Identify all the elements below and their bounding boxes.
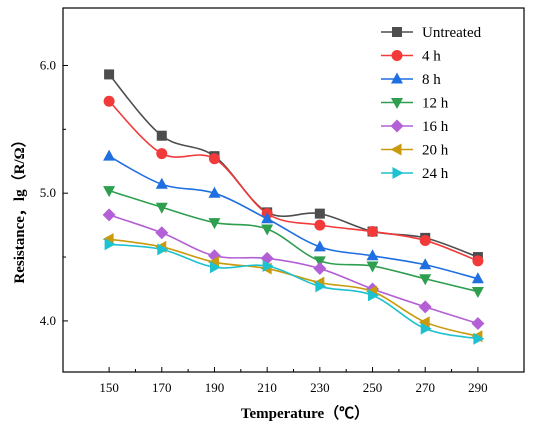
data-point-8-h [261,212,274,224]
series-12-h [103,186,484,299]
legend-marker-untreated [392,27,402,37]
plot-area: 150 170 190 210 230 250 270 290 4.0 5.0 6.0 [40,7,525,395]
legend-label-16-h: 16 h [422,119,449,135]
plot-frame [62,7,525,373]
legend-label-8-h: 8 h [422,72,441,88]
legend-item-8-h: 8 h [381,72,441,88]
legend-label-24-h: 24 h [422,166,449,182]
data-point-24-h [315,280,327,293]
x-tick-label: 210 [257,380,277,395]
data-point-4-h [472,255,484,267]
x-tick-label: 290 [468,380,488,395]
data-point-untreated [314,208,325,219]
legend-item-16-h: 16 h [381,119,449,135]
legend-label-20-h: 20 h [422,143,449,159]
legend-label-12-h: 12 h [422,96,449,112]
data-point-12-h [208,218,221,230]
series-24-h [104,238,485,345]
x-tick-label: 250 [363,380,383,395]
data-point-16-h [102,208,116,222]
data-point-4-h [367,226,379,238]
data-point-8-h [419,258,432,270]
x-tick-label: 230 [310,380,330,395]
legend-marker-8-h [391,72,403,84]
data-point-12-h [471,287,484,299]
legend-marker-4-h [391,50,403,61]
data-point-12-h [261,224,274,236]
data-point-untreated [104,69,115,80]
data-point-8-h [313,240,326,252]
legend-item-12-h: 12 h [381,96,449,112]
data-point-12-h [419,274,432,286]
data-point-8-h [103,149,116,161]
legend-label-4-h: 4 h [422,49,441,65]
data-point-24-h [368,289,380,302]
legend-marker-12-h [391,98,403,109]
data-point-4-h [419,234,431,246]
series-line-12-h [108,189,479,293]
data-point-4-h [208,153,220,165]
legend-label-untreated: Untreated [422,25,482,41]
data-point-16-h [155,226,169,240]
data-point-24-h [420,322,432,335]
x-axis-title: Temperature（℃） [241,404,369,422]
data-point-24-h [209,261,221,274]
legend-item-20-h: 20 h [381,143,449,159]
data-point-8-h [471,272,484,284]
data-point-24-h [104,238,116,251]
legend-item-4-h: 4 h [381,49,441,65]
series-line-8-h [108,155,479,280]
legend-marker-20-h [390,143,402,156]
series-16-h [102,208,485,330]
data-point-4-h [156,148,168,160]
x-tick-label: 150 [99,380,119,395]
data-point-24-h [262,259,274,272]
data-point-20-h [418,316,430,329]
series-4-h [103,95,484,267]
legend-marker-24-h [392,167,404,179]
legend-item-24-h: 24 h [381,166,449,182]
series-8-h [103,149,484,284]
data-point-4-h [103,95,115,107]
data-point-8-h [366,249,379,261]
data-point-24-h [473,332,485,345]
data-point-untreated [156,130,167,141]
data-point-12-h [103,186,116,198]
data-point-24-h [157,243,169,256]
data-point-4-h [314,219,326,231]
data-point-12-h [313,256,326,268]
y-tick-label: 5.0 [40,185,56,200]
legend-marker-16-h [390,119,404,133]
data-point-12-h [366,261,379,273]
legend: Untreated 4 h 8 h 12 h 16 h 20 h 24 h [381,25,482,182]
x-tick-label: 270 [415,380,435,395]
data-point-12-h [155,202,168,214]
y-tick-label: 6.0 [40,57,56,72]
x-tick-label: 190 [205,380,225,395]
y-tick-label: 4.0 [40,313,56,328]
data-point-8-h [208,186,221,198]
data-point-16-h [313,262,327,276]
x-tick-label: 170 [152,380,172,395]
legend-item-untreated: Untreated [381,25,482,41]
data-point-8-h [155,177,168,189]
data-point-16-h [471,316,485,330]
y-axis-title: Resistance，lg（R/Ω） [10,132,28,283]
data-point-16-h [418,300,432,314]
